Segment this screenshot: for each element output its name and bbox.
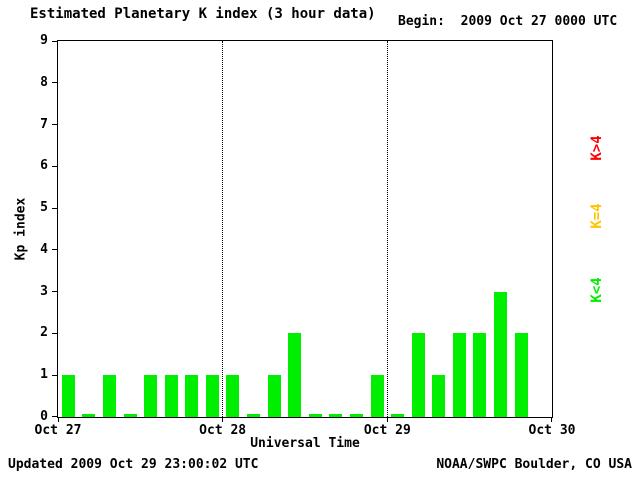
y-axis-tick-label: 9 <box>40 33 48 48</box>
legend-label-k-equal-4: K=4 <box>589 203 605 229</box>
plot-area: 0 1 2 3 4 5 6 7 8 9 Oct 27 Oct 28 Oct 29 Oct 30 <box>35 33 576 438</box>
kp-bar <box>164 375 178 417</box>
x-axis-tick-label: Oct 27 <box>34 423 82 438</box>
y-axis-tick-mark <box>52 165 58 167</box>
x-axis-tick-label: Oct 29 <box>363 423 411 438</box>
y-axis-tick-mark <box>52 416 58 417</box>
x-axis-tick-label: Oct 28 <box>199 423 247 438</box>
x-axis-label: Universal Time <box>250 436 360 451</box>
y-axis-tick-mark <box>52 249 58 251</box>
kp-bar <box>247 414 261 417</box>
kp-bar <box>123 414 137 417</box>
y-axis-tick-label: 8 <box>40 74 48 90</box>
kp-bar <box>61 375 75 417</box>
kp-bar <box>267 375 281 417</box>
kp-bar <box>432 375 446 417</box>
kp-bar <box>494 291 508 417</box>
legend-label-k-above-4: K>4 <box>589 135 605 161</box>
chart-title: Estimated Planetary K index (3 hour data… <box>30 6 376 22</box>
kp-bar <box>308 414 322 417</box>
begin-timestamp: Begin: 2009 Oct 27 0000 UTC <box>398 14 618 29</box>
kp-bar <box>514 333 528 417</box>
kp-bar <box>205 375 219 417</box>
kp-bar <box>411 333 425 417</box>
x-axis-tick-mark <box>58 417 59 422</box>
y-axis-tick-label: 3 <box>40 283 48 299</box>
source-attribution: NOAA/SWPC Boulder, CO USA <box>436 457 632 472</box>
kp-bar <box>226 375 240 417</box>
kp-bar <box>391 414 405 417</box>
kp-bar <box>370 375 384 417</box>
legend-label-k-below-4: K<4 <box>589 277 605 303</box>
y-axis-tick-label: 4 <box>40 241 48 257</box>
kp-bar <box>473 333 487 417</box>
kp-bar <box>185 375 199 417</box>
y-axis-tick-mark <box>52 374 58 376</box>
kp-bar <box>144 375 158 417</box>
x-axis-tick-mark <box>222 417 224 422</box>
y-axis-tick-label: 2 <box>40 325 48 341</box>
y-axis-tick-mark <box>52 207 58 209</box>
updated-timestamp: Updated 2009 Oct 29 23:00:02 UTC <box>8 457 259 472</box>
y-axis-tick-label: 5 <box>40 200 48 216</box>
y-axis-tick-mark <box>52 124 58 126</box>
kp-bar <box>82 414 96 417</box>
kp-bar <box>102 375 116 417</box>
x-axis-tick-label: Oct 30 <box>528 423 576 438</box>
kp-bar <box>452 333 466 417</box>
y-axis-tick-mark <box>52 41 58 42</box>
y-axis-tick-label: 0 <box>40 409 48 424</box>
x-axis-tick-mark <box>551 417 552 422</box>
kp-bar <box>288 333 302 417</box>
kp-bar <box>349 414 363 417</box>
kp-bar <box>329 414 343 417</box>
y-axis-tick-mark <box>52 291 58 293</box>
y-axis-tick-label: 7 <box>40 116 48 132</box>
day-gridline <box>222 41 224 417</box>
y-axis-tick-mark <box>52 332 58 334</box>
y-axis-tick-label: 1 <box>40 367 48 383</box>
y-axis-tick-mark <box>52 82 58 84</box>
y-axis-tick-label: 6 <box>40 158 48 174</box>
day-gridline <box>386 41 388 417</box>
x-axis-tick-mark <box>386 417 388 422</box>
